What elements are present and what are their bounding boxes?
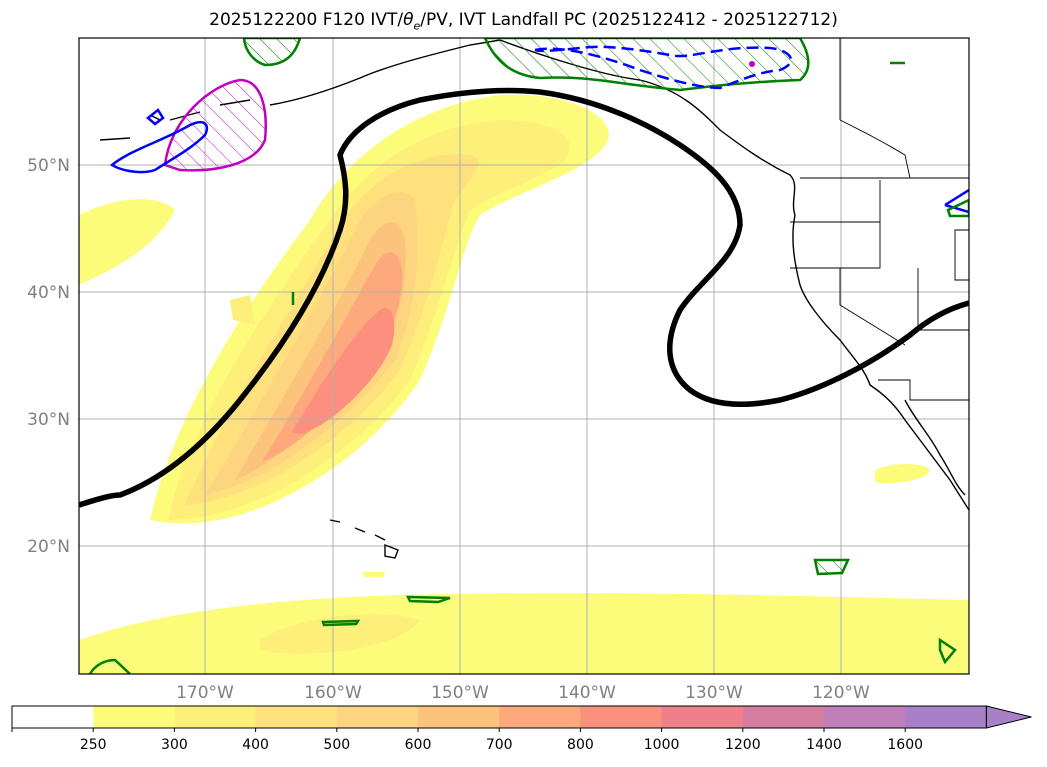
colorbar-segment: [336, 706, 419, 728]
canada-us-west-coastline: [792, 214, 969, 511]
baja-coastline: [904, 399, 966, 496]
map-title: 2025122200 F120 IVT/θe/PV, IVT Landfall …: [209, 10, 838, 33]
green-contour: [938, 637, 957, 665]
colorbar-tick-label: 500: [323, 737, 350, 753]
colorbar-segment: [418, 706, 500, 728]
magenta-marker: [749, 61, 755, 67]
colorbar-tick-label: 600: [405, 737, 432, 753]
ivt-250-contour: [875, 464, 930, 484]
alaska-border: [839, 38, 911, 179]
lat-label-30: 30°N: [27, 410, 70, 430]
lat-label-20: 20°N: [27, 537, 70, 557]
colorbar-tick-label: 1000: [644, 737, 680, 753]
lon-label-140w: 140°W: [558, 683, 616, 703]
ivt-800-contour: [292, 308, 395, 434]
ivt-250-contour: [362, 572, 385, 577]
ivt-600-contour: [235, 222, 406, 480]
colorbar-tick-label: 700: [486, 737, 513, 753]
lon-label-170w: 170°W: [176, 683, 234, 703]
coastlines: [99, 39, 969, 559]
colorbar-segment: [12, 706, 94, 728]
ivt-filled-contours: [79, 94, 969, 674]
line-contours: [88, 45, 969, 674]
colorbar-segment: [255, 706, 338, 728]
colorbar-tick-label: 800: [567, 737, 594, 753]
lon-label-160w: 160°W: [304, 683, 362, 703]
green-contour: [405, 595, 451, 604]
blue-contour: [944, 188, 969, 214]
lon-label-130w: 130°W: [685, 683, 743, 703]
colorbar-segment: [905, 706, 987, 728]
lat-label-50: 50°N: [27, 156, 70, 176]
green-contour: [946, 198, 969, 218]
colorbar-segment: [174, 706, 257, 728]
colorbar-segment: [580, 706, 663, 728]
colorbar-tick-label: 1200: [725, 737, 761, 753]
longitude-labels: 170°W 160°W 150°W 140°W 130°W 120°W: [176, 683, 870, 703]
blue-dashed-contour: [534, 45, 793, 90]
green-hatched-region: [483, 38, 810, 92]
green-hatched-region: [813, 558, 850, 576]
colorbar-segment: [93, 706, 175, 728]
ivt-700-contour: [262, 252, 403, 462]
colorbar-tick-label: 400: [242, 737, 269, 753]
ivt-300-contour: [230, 295, 255, 325]
political-borders: [790, 38, 969, 401]
ivt-250-contour: [79, 593, 969, 674]
green-contour: [321, 619, 361, 627]
colorbar: 250 300 400 500 600 700 800 1000 1200 1400 1600: [11, 705, 1032, 753]
colorbar-segment: [742, 706, 825, 728]
ivt-landfall-pc-contour: [79, 87, 969, 508]
colorbar-segment: [661, 706, 744, 728]
latitude-labels: 50°N 40°N 30°N 20°N: [27, 156, 70, 557]
blue-contour: [146, 108, 165, 126]
colorbar-extend-arrow: [985, 705, 1032, 729]
colorbar-tick-label: 1600: [887, 737, 923, 753]
green-hatched-region: [242, 38, 302, 67]
colorbar-tick-label: 250: [80, 737, 107, 753]
colorbar-tick-label: 1400: [806, 737, 842, 753]
blue-contour: [109, 120, 209, 174]
ivt-300-contour: [260, 614, 420, 654]
lat-label-40: 40°N: [27, 283, 70, 303]
state-borders: [790, 180, 969, 401]
ivt-250-contour: [79, 199, 175, 285]
colorbar-segment: [824, 706, 906, 728]
map-content: [79, 38, 969, 674]
map-frame: [78, 37, 970, 675]
lon-label-150w: 150°W: [431, 683, 489, 703]
green-contour: [88, 658, 131, 674]
lon-label-120w: 120°W: [812, 683, 870, 703]
hawaii-islands: [329, 519, 399, 559]
colorbar-tick-label: 300: [161, 737, 188, 753]
colorbar-segment: [499, 706, 581, 728]
